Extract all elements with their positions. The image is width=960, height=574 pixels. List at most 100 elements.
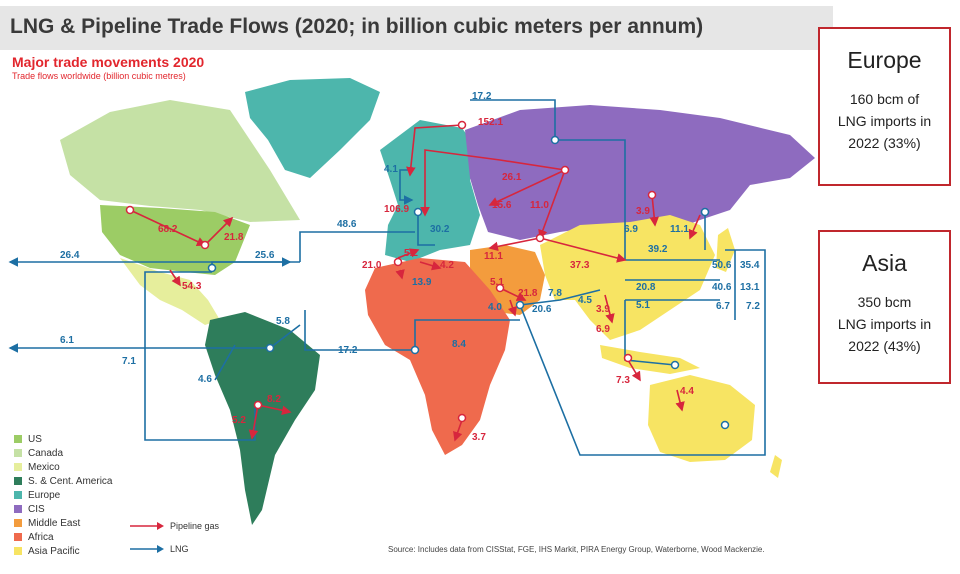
region-greenland <box>245 78 380 178</box>
legend-item: Middle East <box>14 516 112 530</box>
legend-label: US <box>28 433 42 445</box>
callout-line: LNG imports in <box>837 113 932 129</box>
callout-line: 2022 (33%) <box>848 135 921 151</box>
pipe-flow-me-2 <box>507 299 518 317</box>
flow-label: 21.8 <box>518 288 538 299</box>
pipe-flow-n-africa-3 <box>395 269 405 280</box>
flow-label: 3.9 <box>596 304 610 315</box>
lng-flow-sa-loop <box>144 271 256 441</box>
pipeline-flows <box>129 124 701 442</box>
legend-item: Africa <box>14 530 112 544</box>
lng-node-us-gulf <box>207 263 217 273</box>
legend-lng: LNG <box>130 544 189 554</box>
callout-line: 160 bcm of <box>849 91 920 107</box>
flow-label: 8.4 <box>452 339 466 350</box>
flow-label: 6.9 <box>596 324 610 335</box>
pipe-flow-n-africa-2 <box>419 261 442 271</box>
region-africa <box>365 258 510 455</box>
pipe-node-us <box>200 240 210 250</box>
callout-line: LNG imports in <box>837 316 932 332</box>
region-south-america <box>205 312 320 525</box>
lng-node-sakhalin <box>700 207 710 217</box>
legend-swatch <box>14 491 22 499</box>
flow-label: 37.3 <box>570 260 590 271</box>
flow-label: 4.1 <box>384 164 398 175</box>
callout-stat: 160 bcm of LNG imports in 2022 (33%) <box>820 88 949 154</box>
lng-flow-eu-med <box>417 215 435 246</box>
legend-label: Middle East <box>28 517 81 529</box>
lng-flow-nw <box>399 169 414 205</box>
flow-label: 7.2 <box>746 301 760 312</box>
flow-label: 35.4 <box>740 260 760 271</box>
pipeline-nodes <box>125 120 657 423</box>
region-us <box>100 205 250 275</box>
legend-label: Mexico <box>28 461 60 473</box>
header-bar: LNG & Pipeline Trade Flows (2020; in bil… <box>0 6 833 50</box>
flow-label: 5.2 <box>232 415 246 426</box>
callout-region: Europe <box>847 47 922 73</box>
flow-label: 11.1 <box>484 251 503 262</box>
flow-label: 15.6 <box>492 200 512 211</box>
lng-flow-africa-loop <box>304 310 415 351</box>
pipe-flow-cis-3 <box>488 237 541 252</box>
pipe-flow-can-us <box>129 209 207 246</box>
legend-item: Canada <box>14 446 112 460</box>
flow-label: 4.5 <box>578 295 592 306</box>
pipe-flow-me <box>499 287 527 301</box>
callout-region: Asia <box>862 250 907 276</box>
lng-arrow-icon <box>130 545 164 553</box>
pipe-node-gulf <box>495 283 505 293</box>
pipe-flow-us-mex <box>204 216 234 246</box>
flow-label: 13.9 <box>412 277 432 288</box>
lng-node-west-africa <box>410 345 420 355</box>
pipe-flow-moz <box>453 419 463 442</box>
flow-label: 4.4 <box>680 386 694 397</box>
pipe-flow-sea-39 <box>604 294 615 324</box>
lng-node-yamal <box>550 135 560 145</box>
page-title: LNG & Pipeline Trade Flows (2020; in bil… <box>10 15 704 38</box>
pipe-node-canada <box>125 205 135 215</box>
pipe-flow-sa-52 <box>248 404 259 440</box>
pipe-node-china <box>647 190 657 200</box>
legend-item: Mexico <box>14 460 112 474</box>
flow-label: 6.9 <box>624 224 638 235</box>
pipe-flow-sa-82 <box>257 404 292 415</box>
flow-label: 4.0 <box>488 302 502 313</box>
region-canada <box>60 100 300 222</box>
lng-flow-me-asia <box>519 289 601 306</box>
flow-label: 40.6 <box>712 282 732 293</box>
flow-label: 152.1 <box>478 117 503 128</box>
callout-stat: 350 bcm LNG imports in 2022 (43%) <box>820 291 949 357</box>
region-indonesia <box>600 345 700 374</box>
legend-swatch <box>14 533 22 541</box>
flow-label: 17.2 <box>472 91 492 102</box>
flow-label: 11.1 <box>670 224 689 235</box>
flow-label: 7.1 <box>122 356 136 367</box>
region-new-zealand <box>770 455 782 478</box>
flow-label: 7.8 <box>548 288 562 299</box>
legend-label: Africa <box>28 531 54 543</box>
flow-label: 11.0 <box>530 200 549 211</box>
lng-flow-arctic <box>470 99 556 140</box>
flow-label: 5.2 <box>404 248 418 259</box>
map-title: Major trade movements 2020 <box>12 54 205 70</box>
flow-label: 4.2 <box>440 260 454 271</box>
flow-label: 21.0 <box>362 260 382 271</box>
legend-swatch <box>14 449 22 457</box>
flow-label: 17.2 <box>338 345 358 356</box>
pipe-flow-aus-44 <box>675 389 685 412</box>
pipe-flow-arctic <box>406 124 463 177</box>
region-europe <box>380 120 480 262</box>
legend-swatch <box>14 463 22 471</box>
lng-node-indonesia <box>670 360 680 370</box>
lng-flow-russia-east <box>555 139 626 260</box>
flow-label: 68.2 <box>158 224 178 235</box>
callout-line: 2022 (43%) <box>848 338 921 354</box>
legend-label: Canada <box>28 447 64 459</box>
flow-label: 106.9 <box>384 204 409 215</box>
pipe-node-central-asia <box>535 233 545 243</box>
flow-label: 54.3 <box>182 281 202 292</box>
pipeline-arrow-icon <box>130 522 164 530</box>
flow-label: 39.2 <box>648 244 668 255</box>
